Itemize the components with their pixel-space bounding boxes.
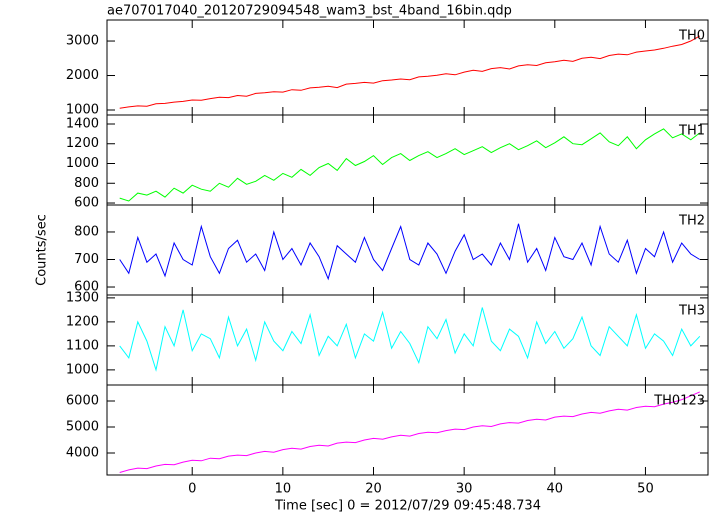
- data-line: [119, 307, 701, 372]
- data-line: [119, 128, 701, 202]
- series-label: TH2: [678, 214, 705, 229]
- y-tick-label: 600: [74, 280, 99, 295]
- y-tick-label: 1400: [66, 116, 99, 131]
- series-label: TH0123: [653, 394, 705, 409]
- panel-frame: [106, 114, 709, 206]
- y-tick-label: 600: [74, 196, 99, 211]
- x-axis-label: Time [sec] 0 = 2012/07/29 09:45:48.734: [274, 499, 541, 514]
- x-tick-label: 30: [456, 482, 473, 497]
- data-line: [119, 223, 701, 281]
- series-label: TH1: [678, 124, 705, 139]
- data-line: [119, 391, 700, 473]
- panel-frame: [106, 19, 709, 116]
- y-tick-label: 2000: [66, 68, 99, 83]
- y-tick-label: 700: [74, 252, 99, 267]
- y-tick-label: 3000: [66, 34, 99, 49]
- y-tick-label: 1200: [66, 136, 99, 151]
- x-tick-label: 20: [365, 482, 382, 497]
- y-tick-label: 6000: [66, 393, 99, 408]
- x-tick-label: 40: [547, 482, 564, 497]
- y-tick-label: 4000: [66, 446, 99, 461]
- y-tick-label: 1100: [66, 338, 99, 353]
- y-tick-label: 1200: [66, 314, 99, 329]
- x-tick-label: 10: [275, 482, 292, 497]
- chart-title: ae707017040_20120729094548_wam3_bst_4ban…: [107, 4, 512, 19]
- data-line: [119, 35, 701, 109]
- x-tick-label: 0: [188, 482, 196, 497]
- y-axis-label: Counts/sec: [35, 214, 50, 286]
- y-tick-label: 800: [74, 224, 99, 239]
- y-tick-label: 5000: [66, 419, 99, 434]
- series-label: TH0: [678, 29, 705, 44]
- y-tick-label: 800: [74, 176, 99, 191]
- x-tick-label: 50: [637, 482, 654, 497]
- y-tick-label: 1000: [66, 362, 99, 377]
- series-label: TH3: [678, 304, 705, 319]
- panel-frame: [106, 384, 709, 476]
- y-tick-label: 1000: [66, 103, 99, 118]
- y-tick-label: 1300: [66, 290, 99, 305]
- y-tick-label: 1000: [66, 156, 99, 171]
